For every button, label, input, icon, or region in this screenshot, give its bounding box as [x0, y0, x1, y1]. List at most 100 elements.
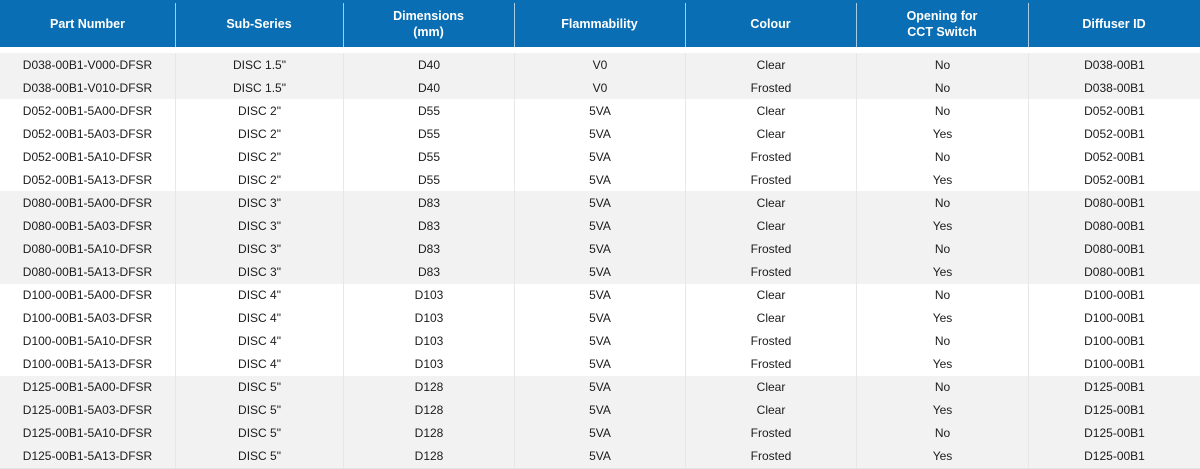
cell-cct-switch-opening: No — [856, 145, 1028, 169]
cell-cct-switch-opening: No — [856, 237, 1028, 261]
cell-dimensions-mm: D103 — [343, 283, 514, 307]
cell-sub-series: DISC 2" — [175, 122, 343, 146]
cell-colour: Frosted — [685, 76, 856, 100]
cell-sub-series: DISC 2" — [175, 168, 343, 192]
header-cell-cct-switch-opening: Opening for CCT Switch — [856, 0, 1028, 47]
table-row: D052-00B1-5A03-DFSR DISC 2" D55 5VA Clear Yes… — [0, 122, 1200, 146]
cell-dimensions-mm: D128 — [343, 398, 514, 422]
cell-flammability: 5VA — [514, 99, 685, 123]
cell-diffuser-id: D052-00B1 — [1028, 122, 1200, 146]
cell-colour: Clear — [685, 398, 856, 422]
header-cell-flammability: Flammability — [514, 0, 685, 47]
cell-cct-switch-opening: Yes — [856, 352, 1028, 376]
table-row: D052-00B1-5A10-DFSR DISC 2" D55 5VA Frosted N… — [0, 145, 1200, 169]
cell-flammability: 5VA — [514, 421, 685, 445]
header-cell-part-number: Part Number — [49, 16, 126, 31]
cell-colour: Clear — [685, 191, 856, 215]
cell-dimensions-mm: D40 — [343, 53, 514, 77]
cell-flammability: 5VA — [514, 237, 685, 261]
cell-sub-series: DISC 5" — [175, 421, 343, 445]
cell-colour: Clear — [685, 306, 856, 330]
cell-colour: Clear — [685, 283, 856, 307]
table-row: D125-00B1-5A13-DFSR DISC 5" D128 5VA Frosted… — [0, 444, 1200, 468]
table-body: D038-00B1-V000-DFSR DISC 1.5" D40 V0 Clear No… — [0, 53, 1200, 469]
cell-part-number: D080-00B1-5A13-DFSR — [22, 265, 153, 280]
cell-sub-series: DISC 4" — [175, 329, 343, 353]
cell-part-number: D125-00B1-5A13-DFSR — [22, 449, 153, 464]
cell-flammability: 5VA — [514, 306, 685, 330]
cell-diffuser-id: D125-00B1 — [1028, 375, 1200, 399]
cell-cct-switch-opening: No — [856, 421, 1028, 445]
cell-sub-series: DISC 3" — [175, 214, 343, 238]
cell-sub-series: DISC 3" — [175, 260, 343, 284]
cell-sub-series: DISC 5" — [175, 375, 343, 399]
cell-sub-series: DISC 5" — [175, 398, 343, 422]
cell-colour: Frosted — [685, 168, 856, 192]
cell-dimensions-mm: D128 — [343, 375, 514, 399]
cell-flammability: 5VA — [514, 329, 685, 353]
cell-colour: Clear — [685, 122, 856, 146]
cell-sub-series: DISC 2" — [175, 99, 343, 123]
cell-dimensions-mm: D83 — [343, 260, 514, 284]
cell-sub-series: DISC 5" — [175, 444, 343, 468]
cell-part-number: D100-00B1-5A10-DFSR — [22, 334, 153, 349]
cell-flammability: 5VA — [514, 122, 685, 146]
cell-colour: Frosted — [685, 237, 856, 261]
cell-sub-series: DISC 2" — [175, 145, 343, 169]
cell-part-number: D038-00B1-V000-DFSR — [22, 57, 153, 72]
table-row: D100-00B1-5A13-DFSR DISC 4" D103 5VA Frosted… — [0, 352, 1200, 376]
cell-cct-switch-opening: Yes — [856, 306, 1028, 330]
cell-colour: Frosted — [685, 145, 856, 169]
cell-cct-switch-opening: Yes — [856, 168, 1028, 192]
cell-part-number: D125-00B1-5A10-DFSR — [22, 426, 153, 441]
cell-cct-switch-opening: Yes — [856, 260, 1028, 284]
table-row: D100-00B1-5A10-DFSR DISC 4" D103 5VA Frosted… — [0, 329, 1200, 353]
table-row: D080-00B1-5A00-DFSR DISC 3" D83 5VA Clear No D… — [0, 191, 1200, 215]
cell-diffuser-id: D100-00B1 — [1028, 283, 1200, 307]
cell-dimensions-mm: D103 — [343, 329, 514, 353]
cell-part-number: D125-00B1-5A03-DFSR — [22, 403, 153, 418]
table-row: D125-00B1-5A03-DFSR DISC 5" D128 5VA Clear Ye… — [0, 398, 1200, 422]
cell-colour: Clear — [685, 99, 856, 123]
cell-part-number: D080-00B1-5A00-DFSR — [22, 195, 153, 210]
cell-sub-series: DISC 1.5" — [175, 76, 343, 100]
cell-flammability: 5VA — [514, 168, 685, 192]
cell-colour: Clear — [685, 53, 856, 77]
cell-cct-switch-opening: Yes — [856, 398, 1028, 422]
table-row: D100-00B1-5A03-DFSR DISC 4" D103 5VA Clear Ye… — [0, 306, 1200, 330]
cell-colour: Frosted — [685, 421, 856, 445]
cell-diffuser-id: D125-00B1 — [1028, 421, 1200, 445]
cell-diffuser-id: D080-00B1 — [1028, 214, 1200, 238]
cell-part-number: D080-00B1-5A03-DFSR — [22, 218, 153, 233]
cell-diffuser-id: D052-00B1 — [1028, 168, 1200, 192]
cell-cct-switch-opening: No — [856, 53, 1028, 77]
cell-flammability: 5VA — [514, 283, 685, 307]
cell-part-number: D052-00B1-5A00-DFSR — [22, 103, 153, 118]
cell-diffuser-id: D052-00B1 — [1028, 99, 1200, 123]
table-row: D125-00B1-5A00-DFSR DISC 5" D128 5VA Clear No… — [0, 375, 1200, 399]
cell-cct-switch-opening: Yes — [856, 214, 1028, 238]
header-cell-dimensions-mm: Dimensions (mm) — [343, 0, 514, 47]
cell-cct-switch-opening: No — [856, 76, 1028, 100]
table-row: D080-00B1-5A03-DFSR DISC 3" D83 5VA Clear Yes… — [0, 214, 1200, 238]
cell-flammability: 5VA — [514, 352, 685, 376]
cell-part-number: D100-00B1-5A00-DFSR — [22, 288, 153, 303]
table-row: D052-00B1-5A13-DFSR DISC 2" D55 5VA Frosted Y… — [0, 168, 1200, 192]
cell-diffuser-id: D052-00B1 — [1028, 145, 1200, 169]
cell-dimensions-mm: D103 — [343, 352, 514, 376]
table-row: D038-00B1-V010-DFSR DISC 1.5" D40 V0 Frosted… — [0, 76, 1200, 100]
cell-cct-switch-opening: No — [856, 99, 1028, 123]
cell-part-number: D052-00B1-5A03-DFSR — [22, 126, 153, 141]
cell-sub-series: DISC 4" — [175, 283, 343, 307]
cell-flammability: 5VA — [514, 191, 685, 215]
cell-dimensions-mm: D55 — [343, 122, 514, 146]
cell-dimensions-mm: D83 — [343, 191, 514, 215]
cell-sub-series: DISC 1.5" — [175, 53, 343, 77]
cell-dimensions-mm: D55 — [343, 168, 514, 192]
cell-dimensions-mm: D128 — [343, 421, 514, 445]
cell-cct-switch-opening: No — [856, 375, 1028, 399]
table-header-row: Part Number Sub-Series Dimensions (mm) Flam… — [0, 0, 1200, 47]
cell-part-number: D080-00B1-5A10-DFSR — [22, 241, 153, 256]
cell-flammability: 5VA — [514, 444, 685, 468]
cell-part-number: D052-00B1-5A13-DFSR — [22, 172, 153, 187]
